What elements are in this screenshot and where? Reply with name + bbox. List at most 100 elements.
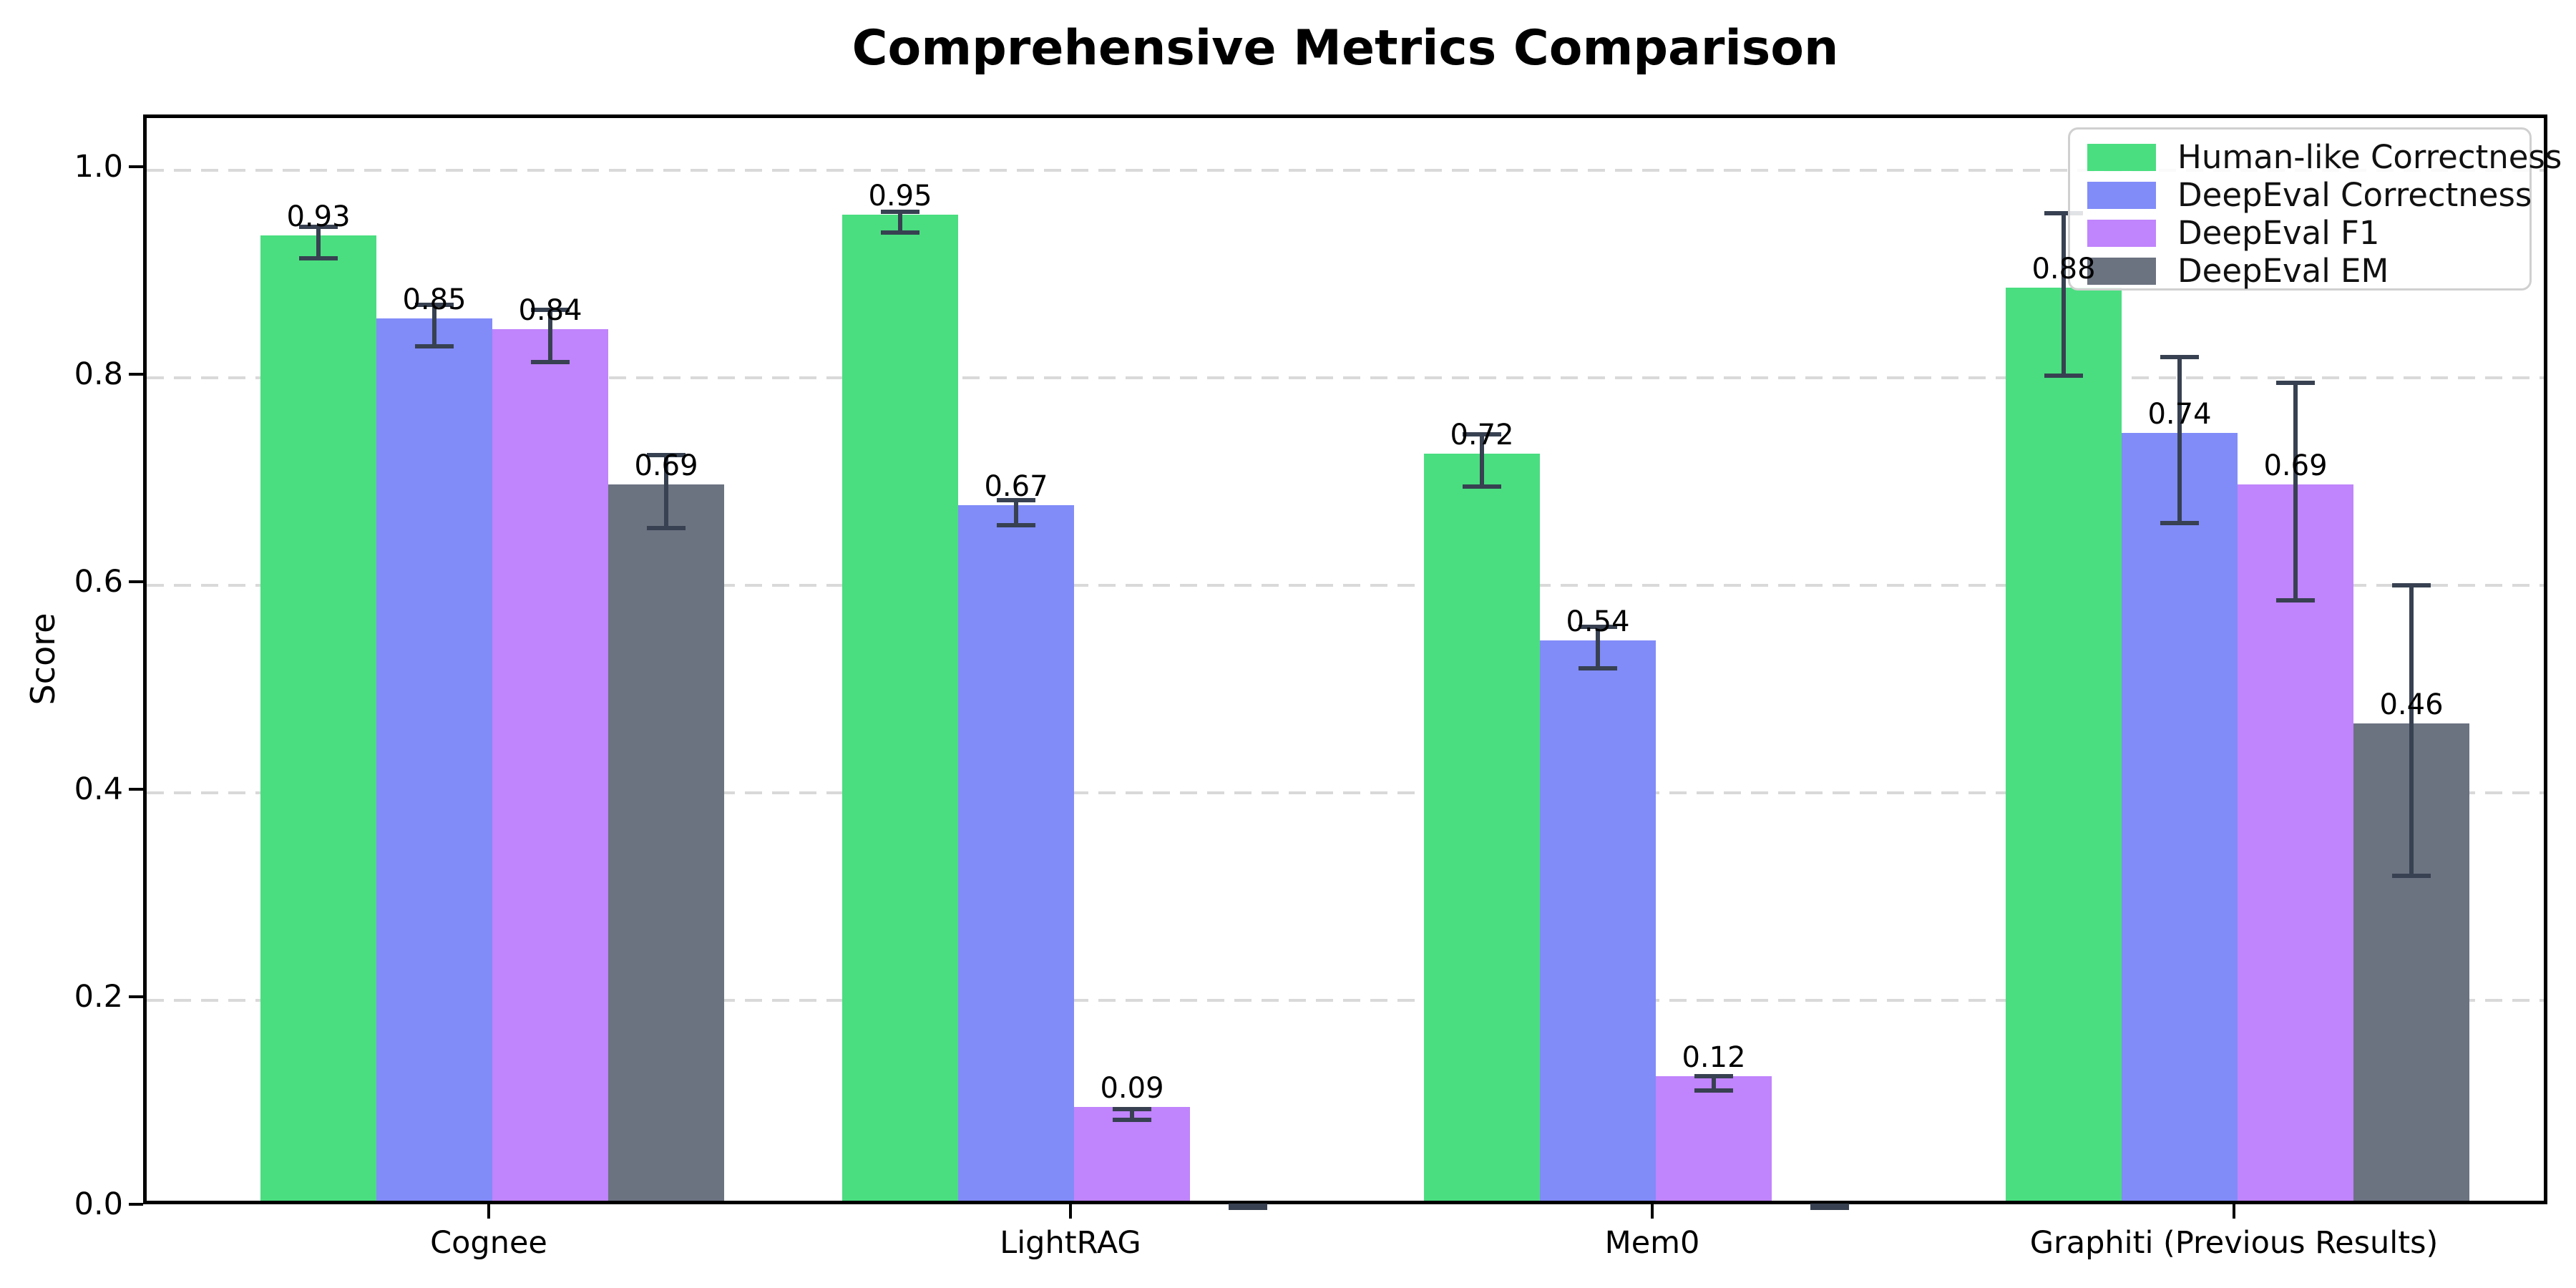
error-cap-top — [1463, 432, 1501, 437]
error-cap-top — [647, 453, 686, 458]
x-tick-mark — [2233, 1204, 2235, 1219]
bar-deepeval-f1-mem0 — [1656, 1075, 1772, 1201]
legend-item-deepeval-em: DeepEval EM — [2087, 252, 2512, 290]
bar-value-label: 0.95 — [868, 180, 932, 213]
error-cap-top — [881, 209, 919, 214]
error-cap-top — [2392, 582, 2431, 587]
error-bar — [1480, 434, 1484, 487]
legend-item-deepeval-correctness: DeepEval Correctness — [2087, 176, 2532, 214]
error-cap-bottom — [647, 525, 686, 530]
error-bar — [2293, 382, 2298, 601]
gridline-0.8 — [147, 376, 2544, 379]
bar-human-like-correctness-cognee — [260, 235, 376, 1201]
bar-value-label: 0.93 — [286, 200, 351, 234]
error-cap-top — [415, 303, 454, 308]
y-tick-mark — [129, 580, 143, 583]
bar-deepeval-em-cognee — [608, 484, 724, 1201]
error-cap-top — [2276, 380, 2315, 385]
x-tick-label-mem0: Mem0 — [1604, 1225, 1700, 1261]
legend-swatch-icon — [2087, 257, 2156, 285]
bar-value-label: 0.46 — [2379, 688, 2444, 721]
error-cap-bottom — [415, 344, 454, 349]
error-cap-top — [1579, 624, 1617, 629]
error-cap-bottom — [1810, 1206, 1849, 1210]
error-cap-top — [531, 308, 570, 313]
error-cap-bottom — [2276, 598, 2315, 603]
legend-item-human-like-correctness: Human-like Correctness — [2087, 138, 2562, 176]
bar-human-like-correctness-mem0 — [1424, 453, 1540, 1201]
x-tick-label-cognee: Cognee — [430, 1225, 547, 1261]
bar-deepeval-f1-cognee — [492, 328, 608, 1201]
error-bar — [1130, 1109, 1134, 1120]
plot-area: 0.93 0.95 0.72 0.88 0.85 0.67 0.54 0.74 0.84 0.09… — [143, 114, 2547, 1210]
chart-title: Comprehensive Metrics Comparison — [852, 20, 1839, 77]
bar-value-label: 0.74 — [2147, 397, 2212, 431]
error-bar — [1712, 1075, 1716, 1091]
y-tick-label-0.0: 0.0 — [74, 1186, 123, 1222]
error-cap-bottom — [531, 359, 570, 364]
error-bar — [2409, 585, 2414, 876]
error-cap-bottom — [997, 522, 1035, 527]
bar-deepeval-correctness-mem0 — [1540, 640, 1656, 1201]
error-cap-bottom — [2160, 520, 2199, 525]
error-cap-bottom — [2392, 873, 2431, 878]
bar-value-label: 0.54 — [1566, 605, 1630, 638]
legend-swatch-icon — [2087, 219, 2156, 247]
bar-human-like-correctness-graphiti-previous-results- — [2006, 287, 2122, 1201]
error-bar — [2177, 356, 2182, 523]
error-cap-bottom — [881, 230, 919, 235]
legend-label: DeepEval EM — [2177, 252, 2389, 290]
error-bar — [2062, 213, 2066, 376]
error-bar — [664, 455, 668, 528]
legend: Human-like Correctness DeepEval Correctne… — [2068, 127, 2562, 291]
gridline-1.0 — [147, 168, 2544, 172]
error-cap-top — [2044, 211, 2083, 216]
bar-human-like-correctness-lightrag — [842, 215, 958, 1201]
y-tick-label-0.8: 0.8 — [74, 356, 123, 392]
legend-label: Human-like Correctness — [2177, 138, 2562, 176]
error-bar — [432, 305, 436, 347]
gridline-0.6 — [147, 583, 2544, 587]
y-tick-label-0.6: 0.6 — [74, 563, 123, 600]
error-cap-bottom — [1229, 1206, 1267, 1210]
bar-value-label: 0.85 — [402, 283, 467, 317]
y-tick-mark — [129, 787, 143, 791]
gridline-0.4 — [147, 791, 2544, 794]
bar-value-label: 0.88 — [2031, 252, 2096, 286]
error-cap-bottom — [2044, 373, 2083, 378]
error-bar — [548, 310, 552, 362]
error-cap-top — [1113, 1107, 1151, 1112]
bar-deepeval-f1-graphiti-previous-results- — [2238, 484, 2353, 1201]
y-tick-mark — [129, 1203, 143, 1206]
gridline-0.2 — [147, 998, 2544, 1002]
bar-deepeval-correctness-lightrag — [958, 505, 1074, 1201]
legend-swatch-icon — [2087, 181, 2156, 209]
bar-value-label: 0.69 — [634, 449, 698, 483]
error-cap-top — [299, 225, 338, 230]
error-cap-top — [1694, 1073, 1733, 1078]
error-bar — [1596, 626, 1600, 668]
error-cap-top — [997, 497, 1035, 502]
y-axis-title: Score — [24, 613, 62, 706]
y-tick-label-0.4: 0.4 — [74, 771, 123, 807]
legend-swatch-icon — [2087, 143, 2156, 171]
bar-value-label: 0.09 — [1100, 1072, 1164, 1106]
x-tick-mark — [1069, 1204, 1072, 1219]
y-tick-label-1.0: 1.0 — [74, 148, 123, 185]
bar-value-label: 0.69 — [2263, 449, 2328, 483]
bar-value-label: 0.72 — [1450, 418, 1514, 452]
y-tick-label-0.2: 0.2 — [74, 978, 123, 1015]
y-tick-mark — [129, 995, 143, 998]
y-tick-mark — [129, 165, 143, 168]
x-tick-mark — [487, 1204, 490, 1219]
bar-value-label: 0.67 — [984, 470, 1048, 504]
y-tick-mark — [129, 372, 143, 376]
error-cap-bottom — [1579, 665, 1617, 670]
legend-item-deepeval-f1: DeepEval F1 — [2087, 214, 2512, 252]
bar-deepeval-correctness-graphiti-previous-results- — [2122, 432, 2238, 1201]
error-bar — [898, 211, 902, 233]
error-cap-bottom — [1694, 1088, 1733, 1093]
error-cap-bottom — [1113, 1117, 1151, 1122]
bar-value-label: 0.84 — [518, 293, 582, 327]
